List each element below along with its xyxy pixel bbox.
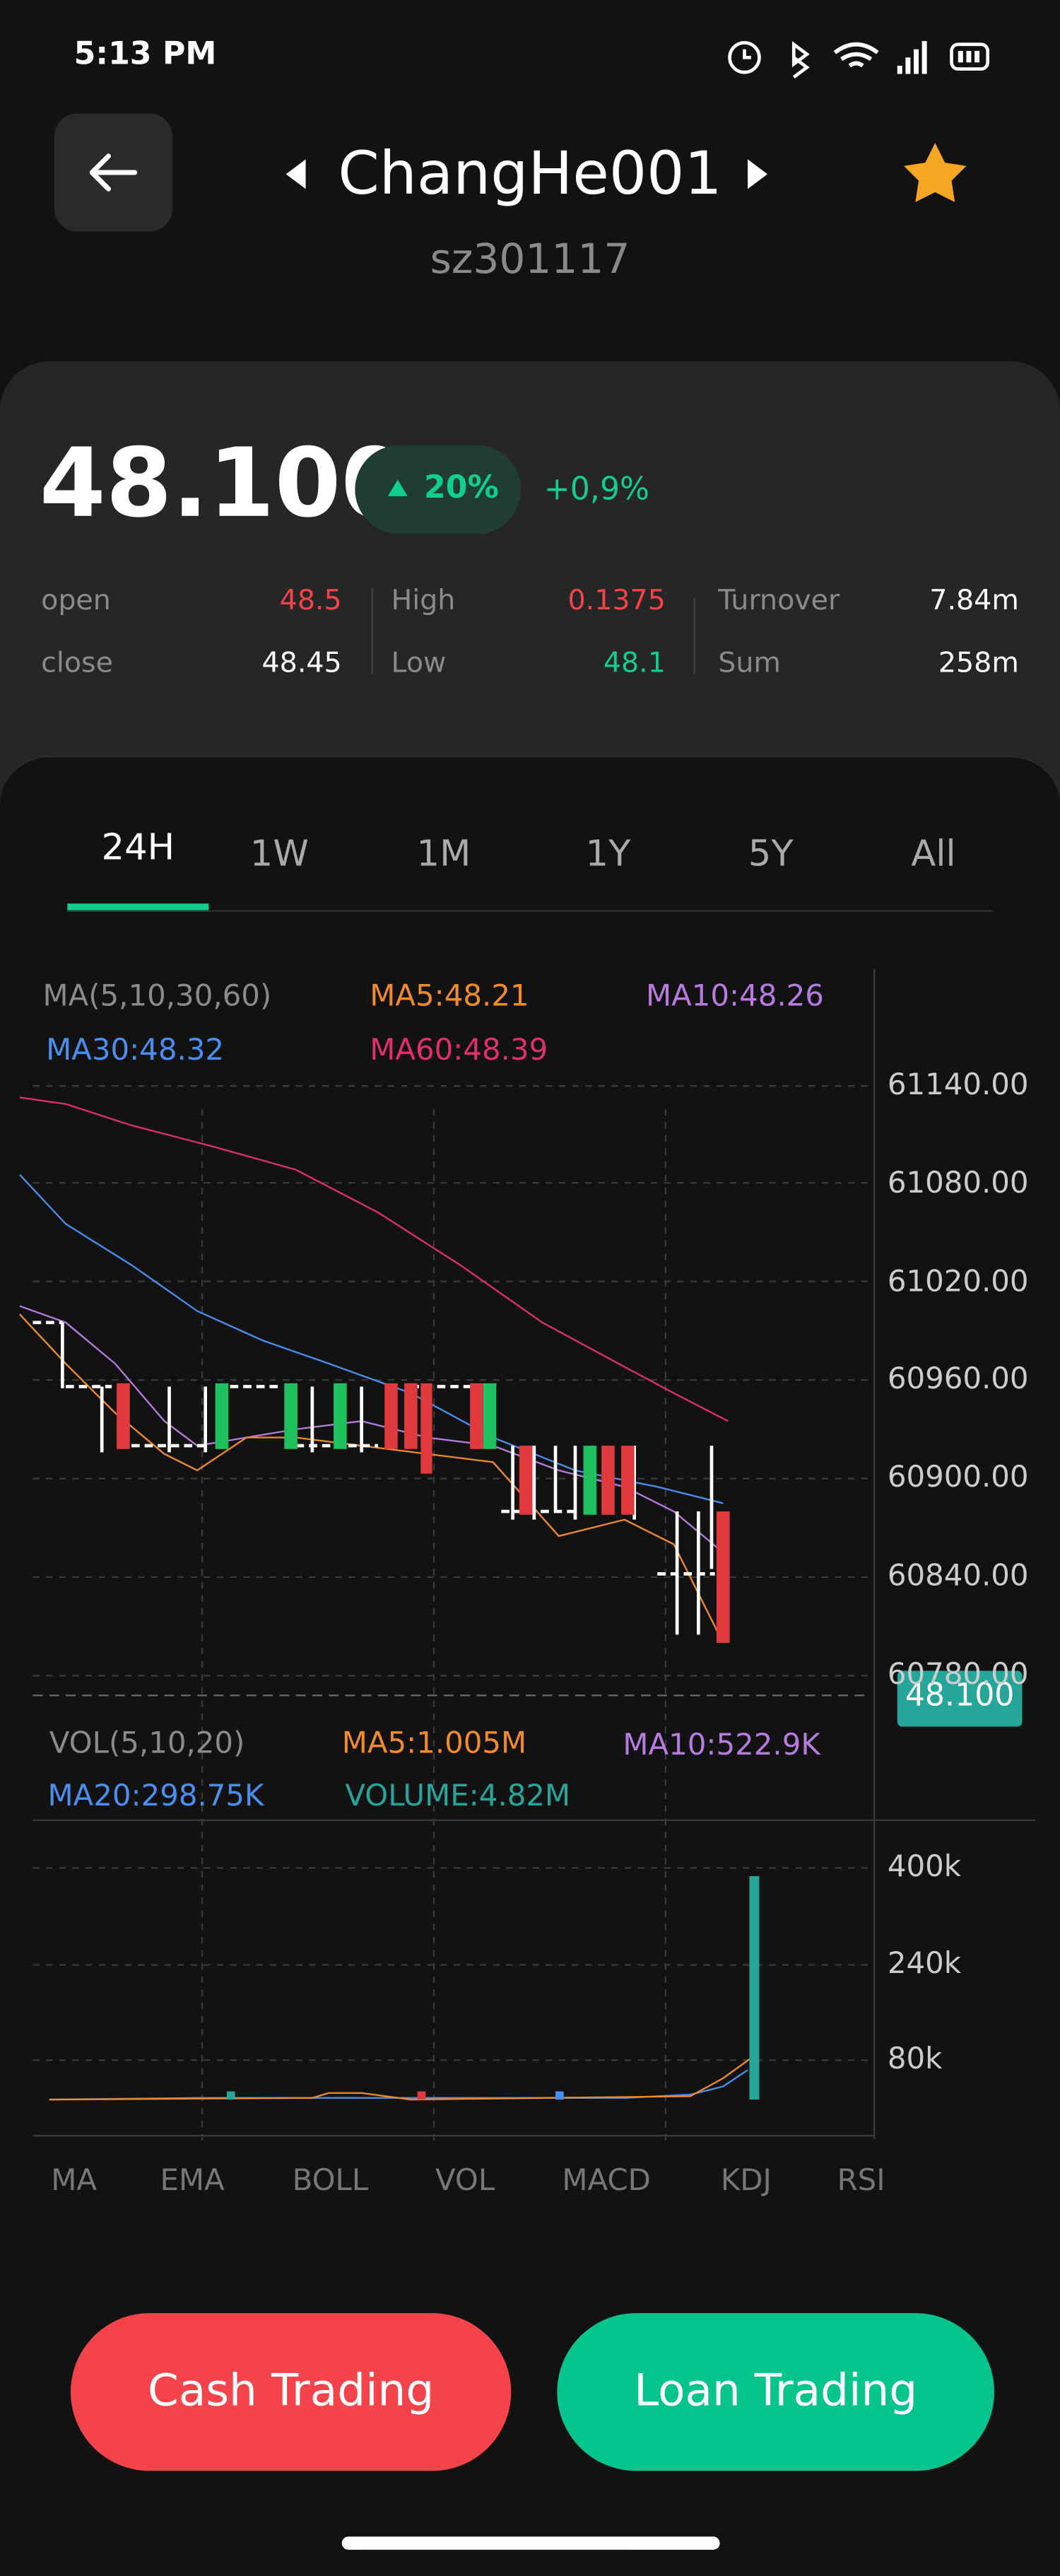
price: 48.100 (39, 427, 408, 539)
indicator-tab[interactable]: EMA (160, 2163, 225, 2199)
ma-legend: MA(5,10,30,60) (42, 979, 272, 1014)
divider (371, 587, 373, 674)
vol-axis-label: 80k (887, 2042, 943, 2077)
stat-value: 258m (938, 647, 1019, 681)
stat-label: open (41, 585, 111, 618)
vol-legend: VOL(5,10,20) (49, 1726, 245, 1762)
tab-indicator (67, 903, 209, 912)
kline-chart (19, 969, 1036, 2144)
stat-value: 48.1 (603, 647, 666, 681)
price-axis-label: 60960.00 (887, 1362, 1029, 1398)
vol-legend: MA20:298.75K (47, 1779, 264, 1814)
indicator-tab[interactable]: KDJ (720, 2163, 772, 2199)
tab[interactable]: 1W (249, 834, 309, 876)
price-tag-text: 48.100 (905, 1677, 1015, 1714)
favorite-star[interactable] (900, 140, 970, 206)
stat-label: Turnover (718, 585, 840, 618)
vol-legend: VOLUME:4.82M (345, 1779, 571, 1814)
chart-panel (0, 756, 1060, 2576)
change: +0,9% (543, 471, 650, 508)
change-badge: 20% (355, 445, 522, 534)
ma-legend: MA30:48.32 (46, 1033, 225, 1068)
indicator-tab[interactable]: RSI (837, 2163, 885, 2199)
tab[interactable]: 1M (416, 834, 471, 876)
price-axis-label: 61140.00 (887, 1067, 1029, 1103)
stat-label: close (41, 647, 113, 681)
stock-code: sz301117 (430, 235, 630, 283)
status-icons (728, 41, 989, 79)
vol-axis-label: 400k (887, 1849, 961, 1885)
loan-button[interactable]: Loan Trading (557, 2313, 994, 2471)
stat-value: 7.84m (929, 585, 1019, 618)
indicator-tab[interactable]: BOLL (292, 2163, 369, 2199)
nav-arrows[interactable] (279, 156, 772, 192)
stat-label: High (391, 585, 456, 618)
vol-legend: MA5:1.005M (341, 1726, 527, 1762)
ma-legend: MA10:48.26 (645, 979, 824, 1014)
stat-value: 0.1375 (567, 585, 666, 618)
stat-label: Low (391, 647, 447, 681)
indicator-tab[interactable]: MA (51, 2163, 98, 2199)
tab[interactable]: All (911, 834, 956, 876)
tab[interactable]: 1Y (585, 834, 631, 876)
home-indicator (341, 2536, 720, 2550)
vol-axis-label: 240k (887, 1946, 961, 1981)
tab[interactable]: 24H (101, 828, 175, 870)
divider (693, 597, 695, 674)
tab-rule (67, 910, 993, 912)
ma-legend: MA5:48.21 (370, 979, 529, 1014)
status-time: 5:13 PM (73, 36, 217, 73)
price-axis-label: 61020.00 (887, 1264, 1029, 1299)
price-axis-label: 60780.00 (887, 1657, 1029, 1692)
ma-legend: MA60:48.39 (370, 1033, 548, 1068)
indicator-tab[interactable]: VOL (435, 2163, 495, 2199)
stat-label: Sum (718, 647, 781, 681)
vol-legend: MA10:522.9K (623, 1728, 820, 1763)
change-pct: 20% (423, 469, 499, 506)
stat-value: 48.5 (279, 585, 342, 618)
indicator-tab[interactable]: MACD (562, 2163, 651, 2199)
price-axis-label: 61080.00 (887, 1166, 1029, 1201)
price-axis-label: 60840.00 (887, 1559, 1029, 1594)
price-tag (897, 1670, 1023, 1727)
stock-title: ChangHe001 (338, 141, 722, 209)
cash-button[interactable]: Cash Trading (70, 2313, 512, 2471)
tab[interactable]: 5Y (748, 834, 794, 876)
stat-value: 48.45 (261, 647, 342, 681)
back-button[interactable] (54, 113, 173, 232)
price-axis-label: 60900.00 (887, 1460, 1029, 1496)
